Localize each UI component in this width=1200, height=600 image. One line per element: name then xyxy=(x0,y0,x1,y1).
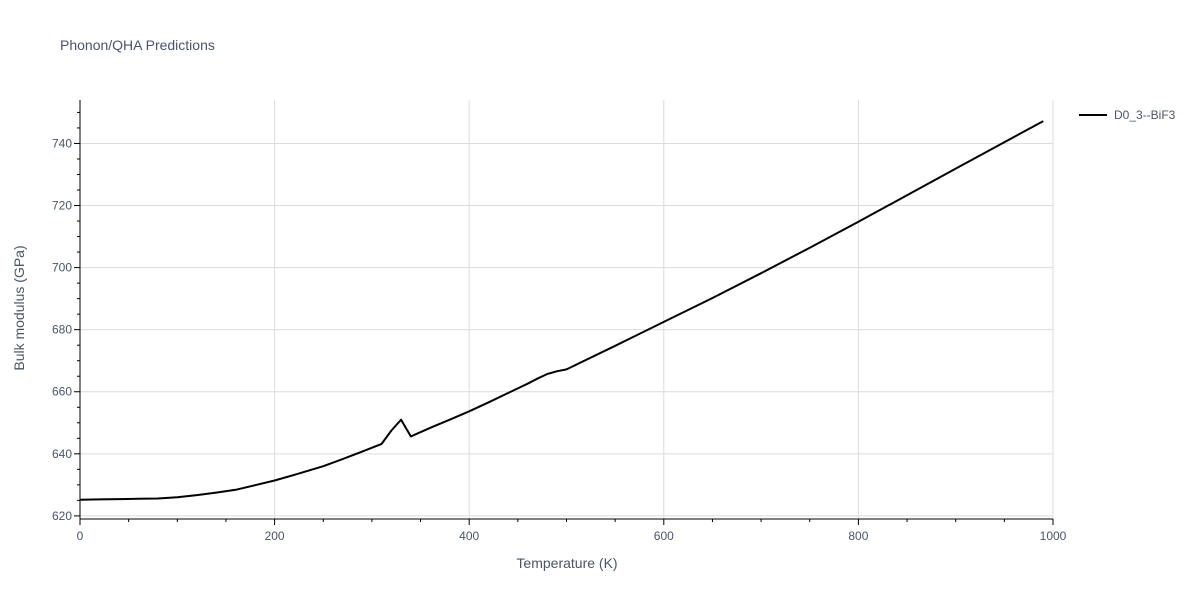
y-tick-label: 620 xyxy=(52,509,72,523)
series-lines xyxy=(79,120,1044,501)
y-tick-label: 640 xyxy=(52,447,72,461)
y-tick-label: 660 xyxy=(52,385,72,399)
legend[interactable]: D0_3--BiF3 xyxy=(1079,108,1176,122)
x-tick-label: 1000 xyxy=(1040,529,1067,543)
x-tick-label: 400 xyxy=(459,529,479,543)
tick-labels: 0 200 400 600 800 1000 620 640 660 680 700 720 740 xyxy=(52,136,1067,543)
y-tick-label: 700 xyxy=(52,261,72,275)
x-tick-label: 600 xyxy=(654,529,674,543)
series-line xyxy=(79,120,1044,501)
y-tick-label: 740 xyxy=(52,136,72,150)
x-tick-label: 200 xyxy=(265,529,285,543)
x-tick-label: 800 xyxy=(848,529,868,543)
y-axis-title: Bulk modulus (GPa) xyxy=(11,245,27,370)
y-tick-label: 680 xyxy=(52,323,72,337)
y-tick-label: 720 xyxy=(52,199,72,213)
legend-label: D0_3--BiF3 xyxy=(1114,108,1176,122)
x-axis-title: Temperature (K) xyxy=(516,555,617,571)
x-tick-label: 0 xyxy=(77,529,84,543)
axes xyxy=(74,100,1054,525)
chart-title: Phonon/QHA Predictions xyxy=(60,37,215,53)
grid xyxy=(80,100,1054,519)
